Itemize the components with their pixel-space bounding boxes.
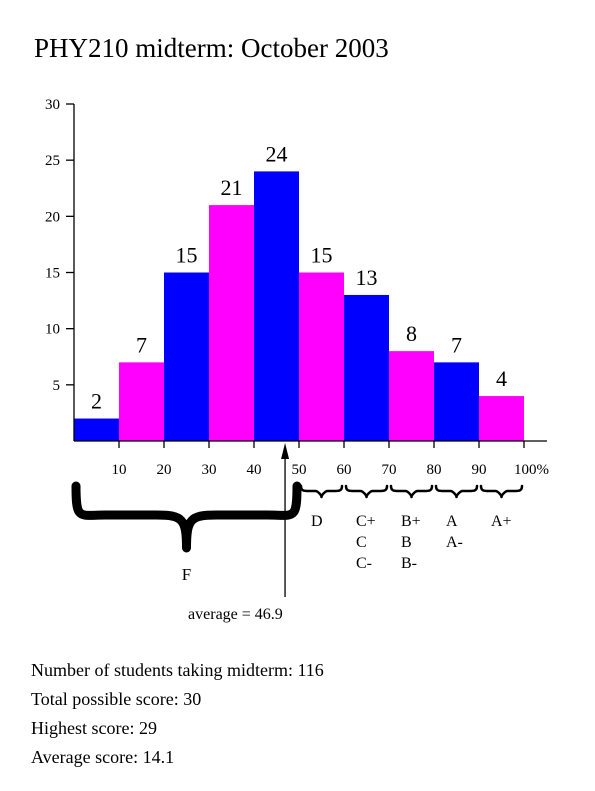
grade-label: A+: [491, 513, 512, 530]
bar-value-label: 21: [221, 175, 243, 200]
chart-title: PHY210 midterm: October 2003: [34, 33, 389, 63]
average-arrow-head: [281, 443, 290, 459]
bar-value-label: 13: [356, 265, 378, 290]
x-tick-label: 10: [112, 462, 127, 478]
histogram-bar: [209, 205, 254, 441]
bar-value-label: 7: [136, 332, 147, 357]
x-tick-label: 90: [472, 462, 487, 478]
y-tick-label: 30: [45, 97, 60, 113]
y-tick-label: 10: [45, 322, 60, 338]
grade-label: B-: [401, 555, 417, 572]
grade-label: D: [311, 513, 323, 530]
histogram-bar: [164, 272, 209, 441]
x-tick-label: 60: [337, 462, 352, 478]
x-tick-label: 100%: [514, 462, 549, 478]
grade-label: B: [401, 534, 412, 551]
histogram-bar: [119, 362, 164, 441]
bar-value-label: 4: [496, 366, 507, 391]
grade-label: C-: [356, 555, 372, 572]
grade-label: C: [356, 534, 367, 551]
grade-label: B+: [401, 513, 421, 530]
grade-label: A: [446, 513, 458, 530]
bar-value-label: 2: [91, 389, 102, 414]
x-tick-label: 40: [247, 462, 262, 478]
histogram-bar: [479, 396, 524, 441]
histogram-bar: [434, 362, 479, 441]
histogram-bar: [254, 171, 299, 441]
y-tick-label: 25: [45, 153, 60, 169]
histogram-bar: [74, 418, 119, 441]
grade-brace: [299, 484, 344, 499]
bar-value-label: 8: [406, 321, 417, 346]
grade-label: C+: [356, 513, 376, 530]
bar-value-label: 15: [311, 243, 333, 268]
stat-average: Average score: 14.1: [31, 747, 175, 767]
grade-label: A-: [446, 534, 463, 551]
average-label: average = 46.9: [188, 606, 283, 623]
grade-label: F: [182, 565, 191, 584]
x-tick-label: 20: [157, 462, 172, 478]
y-tick-label: 5: [53, 378, 61, 394]
x-tick-label: 80: [427, 462, 442, 478]
grade-brace: [344, 484, 389, 499]
stat-highest: Highest score: 29: [31, 718, 157, 738]
histogram-bar: [299, 272, 344, 441]
grade-brace: [479, 484, 524, 499]
x-tick-label: 70: [382, 462, 397, 478]
bar-value-label: 7: [451, 332, 462, 357]
histogram-bar: [344, 294, 389, 441]
x-tick-label: 50: [292, 462, 307, 478]
bar-value-label: 15: [176, 243, 198, 268]
y-tick-label: 20: [45, 209, 60, 225]
grade-brace: [71, 481, 302, 553]
stat-possible: Total possible score: 30: [31, 689, 202, 709]
summary-stats: Number of students taking midterm: 116 T…: [31, 656, 324, 772]
grade-brace: [389, 484, 434, 499]
grade-brace: [434, 484, 479, 499]
y-tick-label: 15: [45, 266, 60, 282]
histogram-bar: [389, 351, 434, 441]
x-tick-label: 30: [202, 462, 217, 478]
stat-students: Number of students taking midterm: 116: [31, 660, 324, 680]
bar-value-label: 24: [266, 141, 288, 166]
